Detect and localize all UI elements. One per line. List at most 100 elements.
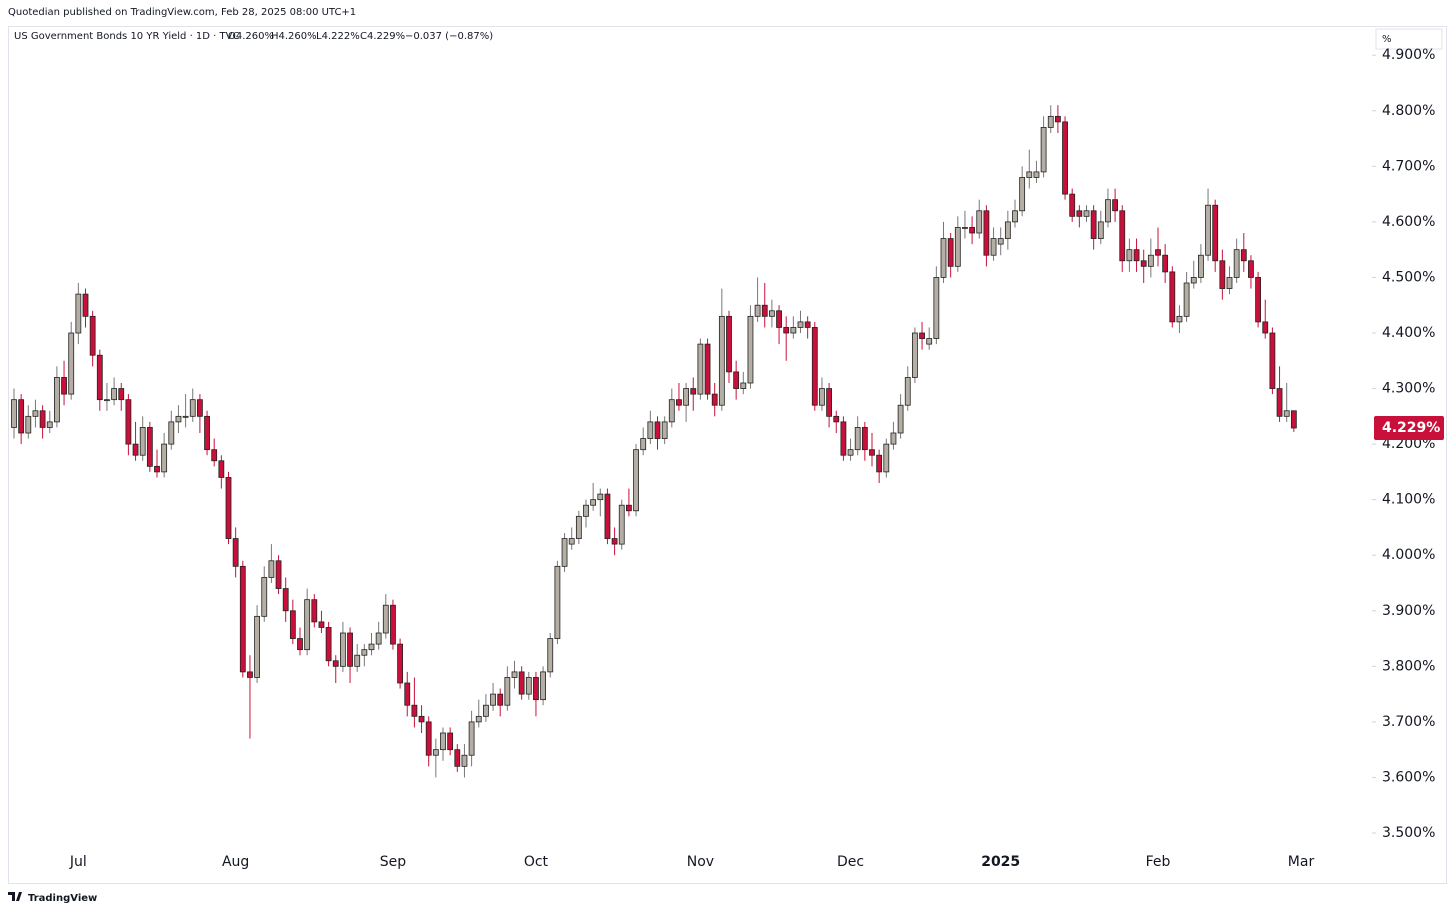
candle-body	[304, 599, 311, 651]
candle-body	[933, 277, 940, 339]
candle-body	[726, 315, 732, 373]
candle-body	[511, 671, 518, 678]
candle-body	[482, 704, 489, 717]
candle-body	[1248, 260, 1254, 278]
candle-body	[1233, 249, 1240, 278]
candle-body	[754, 304, 761, 317]
candle-body	[654, 421, 661, 439]
candle-body	[897, 404, 904, 434]
candle-body	[1269, 332, 1276, 389]
candle-body	[990, 238, 997, 256]
candle-body	[804, 321, 811, 328]
candle-body	[997, 238, 1004, 245]
footer-logo	[8, 892, 22, 901]
candle-body	[196, 399, 203, 417]
last-price-box	[1374, 416, 1444, 440]
candle-body	[25, 415, 32, 434]
candle-body	[797, 321, 804, 328]
candle-body	[18, 399, 25, 434]
candle-body	[447, 732, 454, 751]
candle-body	[89, 315, 96, 356]
candle-body	[1190, 277, 1197, 284]
publisher: Quotedian published on TradingView.com, …	[8, 7, 356, 18]
candle-body	[1155, 249, 1161, 256]
candle-body	[189, 399, 196, 417]
unit-box	[1375, 28, 1443, 50]
candle-body	[1119, 210, 1126, 262]
candle-body	[247, 671, 253, 678]
candle-body	[490, 693, 496, 706]
candle-body	[468, 721, 475, 756]
candle-body	[461, 754, 468, 767]
candle-body	[1198, 254, 1204, 278]
candle-body	[1097, 221, 1104, 239]
candle-body	[840, 421, 847, 456]
candle-body	[39, 410, 46, 428]
candle-body	[318, 621, 325, 628]
candle-body	[497, 693, 504, 706]
candle-body	[289, 610, 296, 639]
candle-body	[354, 654, 361, 667]
candle-body	[1140, 260, 1147, 267]
candle-body	[1076, 210, 1083, 217]
candle-body	[747, 315, 754, 384]
candle-body	[1004, 221, 1011, 239]
candle-body	[46, 421, 53, 428]
candle-body	[432, 749, 439, 756]
candle-body	[976, 210, 983, 234]
candle-body	[32, 410, 39, 417]
candle-body	[962, 227, 968, 229]
candle-body	[783, 327, 790, 334]
candle-body	[282, 588, 289, 612]
candle-body	[776, 310, 782, 328]
candle-body	[947, 238, 954, 267]
candle-body	[82, 293, 89, 317]
candle-body	[847, 449, 854, 456]
candle-body	[1133, 249, 1140, 262]
candle-body	[790, 327, 797, 334]
y-tick-label: 4.400%	[1382, 325, 1435, 341]
candle-body	[1083, 210, 1090, 217]
candle-body	[676, 399, 682, 406]
candle-body	[475, 715, 482, 723]
candle-body	[983, 210, 990, 256]
candle-body	[325, 627, 332, 662]
candle-body	[11, 399, 17, 428]
x-tick-label: Feb	[1146, 854, 1171, 870]
candle-body	[561, 538, 568, 567]
candle-body	[618, 504, 625, 545]
candle-body	[718, 315, 725, 406]
candle-body	[819, 388, 825, 406]
candle-body	[1205, 204, 1211, 256]
candle-body	[761, 304, 768, 317]
candle-body	[347, 632, 353, 667]
candle-body	[1212, 204, 1219, 262]
candle-body	[668, 399, 675, 423]
x-tick-label: Dec	[837, 854, 864, 870]
candle-body	[769, 310, 775, 317]
axis-unit: %	[1382, 34, 1392, 45]
candle-body	[168, 421, 175, 445]
candle-body	[626, 504, 632, 512]
candle-body	[890, 432, 897, 445]
candle-body	[418, 715, 425, 723]
y-tick-label: 3.700%	[1382, 714, 1435, 730]
candle-body	[590, 499, 597, 506]
candle-body	[683, 388, 689, 406]
candle-body	[118, 388, 125, 401]
legend-close: C4.229%	[360, 31, 405, 42]
candle-body	[111, 388, 117, 401]
last-price-label: 4.229%	[1382, 420, 1440, 436]
x-tick-label: Jul	[69, 854, 87, 870]
candle-body	[297, 638, 303, 651]
candle-body	[440, 732, 446, 751]
x-tick-label: Sep	[380, 854, 407, 870]
candle-body	[861, 427, 868, 451]
footer-brand: TradingView	[28, 893, 97, 904]
candle-body	[1019, 177, 1026, 212]
candle-body	[104, 399, 110, 402]
candle-body	[261, 577, 268, 617]
candle-body	[1176, 315, 1183, 323]
candle-body	[1047, 115, 1054, 128]
legend-change: −0.037 (−0.87%)	[405, 31, 493, 42]
